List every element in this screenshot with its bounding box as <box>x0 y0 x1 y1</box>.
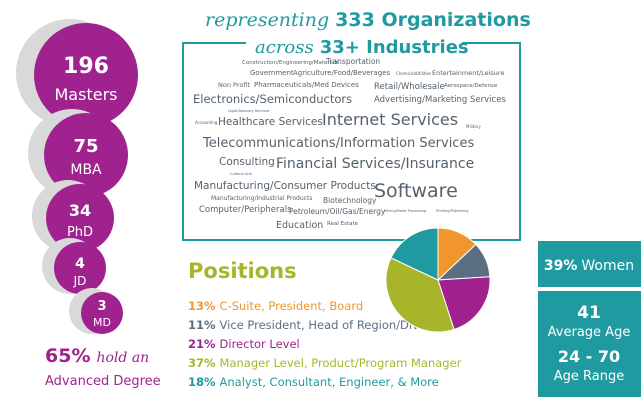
advanced-text: hold an <box>96 350 149 366</box>
degree-label: PhD <box>67 225 93 240</box>
degree-count: 196 <box>63 54 109 79</box>
header-line2: across 33+ Industries <box>255 37 469 58</box>
positions-title: Positions <box>188 259 297 283</box>
circle <box>44 113 128 197</box>
industry: Internet Services <box>322 110 458 129</box>
range-value: 24 - 70 <box>558 347 620 366</box>
circle <box>46 184 114 252</box>
stat-box <box>538 291 641 397</box>
position-percent: 21% <box>188 337 216 351</box>
women-percent: 39% <box>544 258 578 274</box>
degree-count: 34 <box>69 201 91 220</box>
circle <box>34 23 138 127</box>
degree-label: MD <box>93 316 111 329</box>
degree-count: 3 <box>97 299 106 314</box>
degree-circles: 196 Masters 75 MBA 34 PhD 4 JD 3 MD <box>16 19 138 334</box>
position-text: Vice President, Head of Region/Division <box>220 318 446 332</box>
industry: Electronics/Semiconductors <box>193 92 352 106</box>
industry: Healthcare Services <box>218 116 323 128</box>
industry: Legal/Advisory Services <box>228 109 270 113</box>
industry: Biotechnology <box>323 196 377 205</box>
header-line1: representing 333 Organizations <box>205 9 531 31</box>
header-prefix: representing <box>205 9 329 31</box>
industry: Entertainment/Leisure <box>432 69 504 77</box>
industry: Aerospace/Defense <box>444 83 498 89</box>
advanced-percent: 65% <box>45 345 90 367</box>
industry: Accounting <box>195 120 218 125</box>
industry: Manufacturing/Industrial Products <box>211 195 312 202</box>
degree-count: 4 <box>75 256 85 272</box>
position-percent: 37% <box>188 356 216 370</box>
industry: Education <box>276 220 323 231</box>
pie-slice <box>437 276 491 331</box>
word-cloud: Construction/Engineering/Materials Trans… <box>193 57 506 231</box>
advanced-text2: Advanced Degree <box>45 374 161 389</box>
header-emphasis: 333 Organizations <box>335 9 531 31</box>
degree-label: Masters <box>55 85 118 104</box>
circle <box>81 292 123 334</box>
industry: Manufacturing/Consumer Products <box>194 180 376 192</box>
industry: Cultural Arts <box>230 172 252 176</box>
age-value: 41 <box>577 303 601 323</box>
pie-chart <box>385 227 491 333</box>
industry: Government <box>250 69 294 77</box>
industry: Pharmaceuticals/Med Devices <box>254 81 359 89</box>
industry: Consulting <box>219 156 275 168</box>
degree-label: JD <box>73 274 87 288</box>
position-text: Manager Level, Product/Program Manager <box>220 356 462 370</box>
pie-slice <box>390 227 439 281</box>
position-percent: 11% <box>188 318 216 332</box>
industry: Advertising/Marketing Services <box>374 95 506 105</box>
position-percent: 18% <box>188 375 216 389</box>
industry: Printing/Publishing <box>436 209 469 213</box>
industry: Military <box>466 124 481 129</box>
women-label: Women <box>581 258 634 274</box>
women-stat: 39% Women <box>544 258 634 274</box>
position-item: 37% Manager Level, Product/Program Manage… <box>188 356 462 370</box>
positions-list: 13% C-Suite, President, Board 11% Vice Pres… <box>188 299 462 389</box>
position-item: 13% C-Suite, President, Board <box>188 299 363 313</box>
advanced-line: 65% hold an <box>45 345 149 367</box>
range-label: Age Range <box>554 369 624 384</box>
industry: Agriculture/Food/Beverages <box>293 69 390 77</box>
industry: Mining/Metal Processing <box>384 209 426 213</box>
header-prefix: across <box>255 37 314 58</box>
industry: Telecommunications/Information Services <box>202 136 474 151</box>
industry: Non Profit <box>218 81 250 89</box>
position-item: 11% Vice President, Head of Region/Divisi… <box>188 318 446 332</box>
industry: Software <box>374 180 458 202</box>
degree-label: MBA <box>70 162 102 178</box>
position-text: Analyst, Consultant, Engineer, & More <box>220 375 439 389</box>
position-text: Director Level <box>220 337 300 351</box>
industry: Computer/Peripherals <box>199 205 292 215</box>
age-label: Average Age <box>548 325 631 340</box>
industry: Petroleum/Oil/Gas/Energy <box>289 207 386 216</box>
industry: Chemicals <box>396 71 417 76</box>
header-emphasis: 33+ Industries <box>320 37 469 58</box>
industry: Utilities <box>416 71 431 76</box>
industry: Transportation <box>325 57 380 66</box>
position-item: 18% Analyst, Consultant, Engineer, & More <box>188 375 439 389</box>
position-item: 21% Director Level <box>188 337 300 351</box>
industry: Retail/Wholesale <box>374 82 445 92</box>
industry: Real Estate <box>327 221 359 227</box>
cloud-frame <box>182 42 521 241</box>
pie-slice <box>385 257 455 333</box>
stat-box <box>538 241 641 287</box>
degree-count: 75 <box>73 136 98 157</box>
industry: Construction/Engineering/Materials <box>242 60 339 66</box>
position-percent: 13% <box>188 299 216 313</box>
circle <box>54 242 106 294</box>
position-text: C-Suite, President, Board <box>220 299 364 313</box>
industry: Financial Services/Insurance <box>276 156 474 172</box>
